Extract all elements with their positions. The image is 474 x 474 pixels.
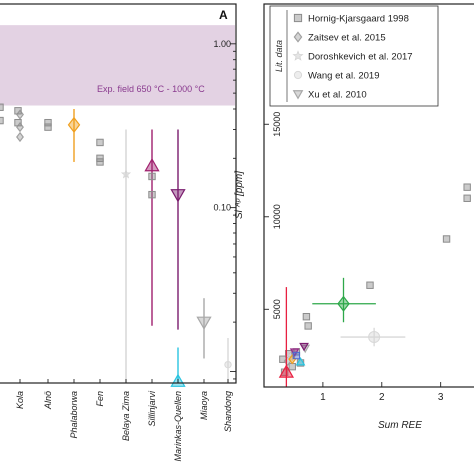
- data-point: [120, 168, 132, 179]
- panel-a-frame: [0, 3, 237, 384]
- data-point: [144, 157, 160, 172]
- panel-b-frame: [263, 3, 474, 388]
- data-point: [299, 342, 309, 352]
- data-point: [463, 183, 471, 191]
- category-label: Sillinjarvi: [147, 390, 157, 427]
- category-label: Marinkas-Quellen: [173, 391, 183, 462]
- data-point: [44, 123, 52, 131]
- data-point: [295, 356, 306, 366]
- data-point: [304, 322, 312, 330]
- legend-marker: [292, 50, 304, 61]
- category-label: Kola: [15, 391, 25, 409]
- data-point: [292, 351, 301, 360]
- data-point: [442, 235, 451, 243]
- category-label: Fen: [95, 391, 105, 407]
- y-tick-label: 0.10: [213, 203, 231, 213]
- y-tick-label: 15000: [272, 112, 282, 137]
- legend-label: Xu et al. 2010: [308, 90, 367, 101]
- data-point: [67, 116, 81, 134]
- data-point: [44, 118, 52, 127]
- legend-marker: [293, 70, 303, 80]
- x-tick-label: 1: [320, 392, 326, 403]
- data-point: [96, 158, 104, 166]
- data-point: [0, 116, 4, 125]
- x-axis-label: Sum REE: [378, 420, 422, 431]
- data-point: [148, 190, 156, 199]
- x-tick-label: 3: [438, 392, 444, 403]
- category-label: Phalaborwa: [69, 391, 79, 439]
- legend-marker: [292, 90, 304, 100]
- data-point: [14, 118, 22, 127]
- data-point: [96, 138, 104, 147]
- panel-a: Exp. field 650 °C - 1000 °C A 1.00 0.10 K…: [0, 3, 237, 462]
- data-point: [148, 172, 156, 181]
- legend-label: Doroshkevich et al. 2017: [308, 52, 413, 63]
- panel-b: 1 2 3 5000 10000 15000 Si ᴬᵖ [ppm] Sum REE Li…: [234, 3, 474, 431]
- legend-marker: [293, 13, 303, 23]
- x-tick-label: 2: [379, 392, 385, 403]
- data-point: [14, 107, 22, 115]
- data-point: [16, 131, 24, 143]
- category-label: Miaoya: [199, 391, 209, 420]
- legend: Lit. data Hornig-Kjarsgaard 1998 Zaitsev …: [269, 5, 439, 107]
- data-point: [288, 362, 296, 371]
- data-point: [368, 331, 381, 344]
- y-tick-label: 5000: [272, 299, 282, 319]
- legend-label: Wang et al. 2019: [308, 71, 379, 82]
- data-point: [366, 281, 374, 289]
- legend-title: Lit. data: [274, 40, 284, 72]
- y-tick-label: 1.00: [213, 39, 231, 49]
- y-tick-label: 10000: [272, 204, 282, 229]
- data-point: [288, 354, 297, 365]
- data-point: [463, 194, 471, 202]
- legend-label: Zaitsev et al. 2015: [308, 33, 386, 44]
- data-point: [302, 312, 311, 321]
- data-point: [196, 316, 212, 330]
- category-label: Alnö: [43, 391, 53, 410]
- data-point: [278, 364, 295, 378]
- data-point: [224, 360, 232, 369]
- category-label: Belaya Zima: [121, 391, 131, 441]
- category-label: Shandong: [223, 391, 233, 432]
- data-point: [170, 189, 186, 203]
- exp-field-label: Exp. field 650 °C - 1000 °C: [97, 84, 205, 94]
- legend-label: Hornig-Kjarsgaard 1998: [308, 14, 409, 25]
- panel-a-letter: A: [219, 8, 228, 22]
- data-point: [0, 103, 4, 111]
- data-point: [337, 295, 350, 312]
- y-axis-label: Si ᴬᵖ [ppm]: [234, 171, 245, 219]
- exp-field-band: [0, 25, 235, 106]
- legend-marker: [293, 31, 303, 43]
